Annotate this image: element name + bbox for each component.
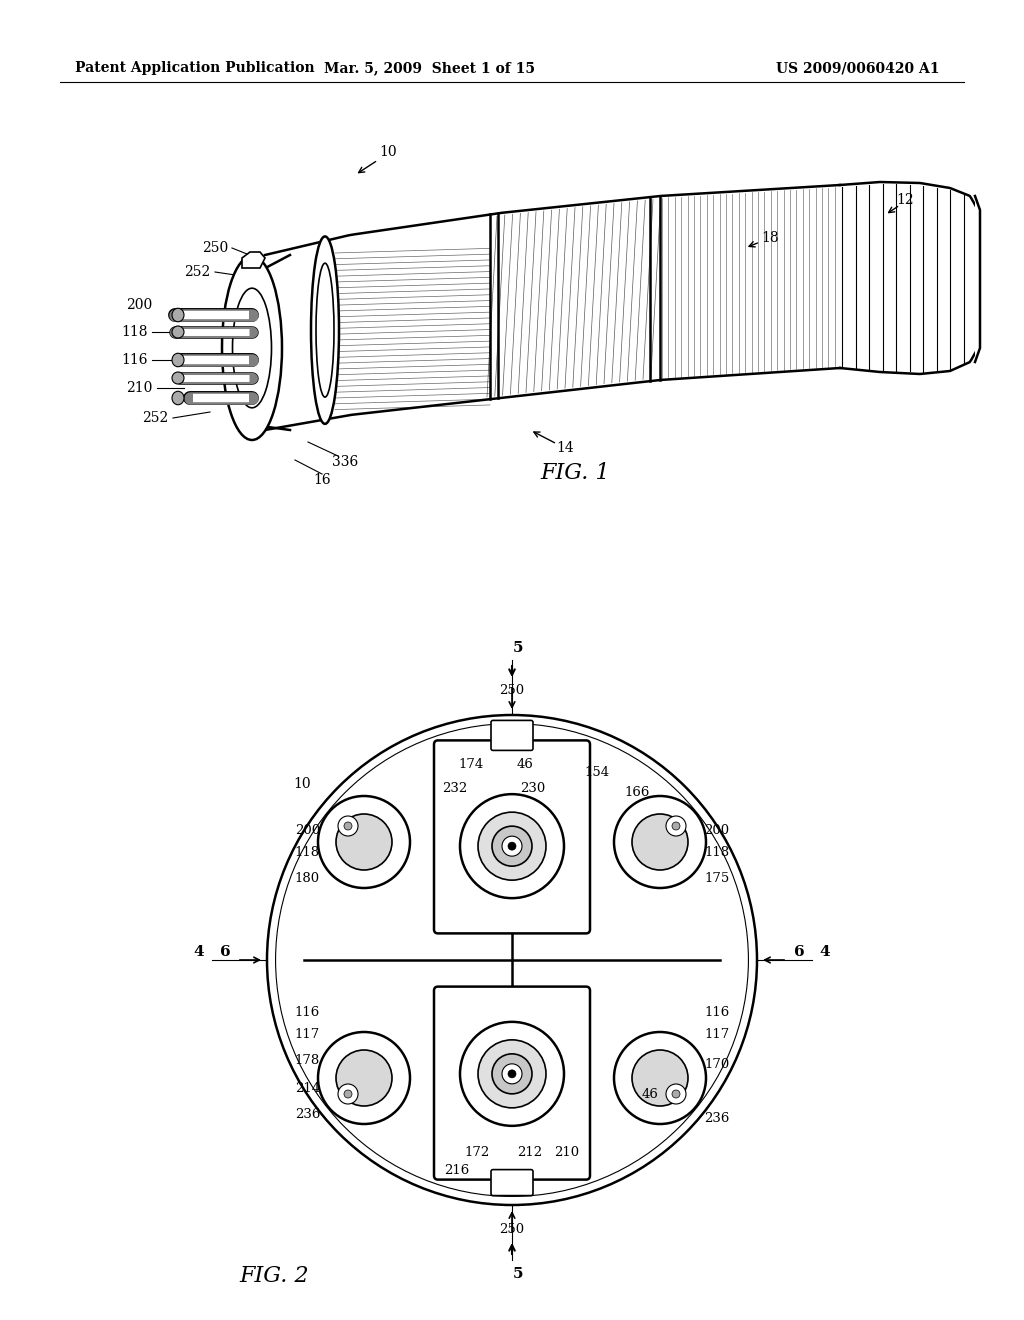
Text: 6: 6 — [220, 945, 230, 960]
Circle shape — [492, 826, 532, 866]
Text: 5: 5 — [513, 642, 523, 655]
Circle shape — [666, 816, 686, 836]
Circle shape — [502, 1064, 522, 1084]
Circle shape — [508, 842, 516, 850]
Polygon shape — [975, 195, 980, 362]
Text: 154: 154 — [584, 766, 609, 779]
Text: 116: 116 — [122, 352, 148, 367]
Text: 46: 46 — [517, 759, 534, 771]
Text: 174: 174 — [459, 759, 484, 771]
Text: 252: 252 — [183, 265, 210, 279]
Text: 46: 46 — [642, 1089, 658, 1101]
Circle shape — [478, 1040, 546, 1107]
Text: 200: 200 — [126, 298, 152, 312]
Circle shape — [632, 814, 688, 870]
Circle shape — [338, 1084, 358, 1104]
FancyBboxPatch shape — [490, 1170, 534, 1196]
Text: 178: 178 — [295, 1053, 319, 1067]
FancyBboxPatch shape — [434, 986, 590, 1180]
Circle shape — [267, 715, 757, 1205]
Ellipse shape — [172, 309, 184, 322]
Circle shape — [672, 1090, 680, 1098]
Ellipse shape — [172, 391, 184, 405]
Text: 212: 212 — [517, 1146, 542, 1159]
Text: 10: 10 — [379, 145, 397, 158]
Text: 4: 4 — [819, 945, 830, 960]
Text: 116: 116 — [295, 1006, 319, 1019]
Text: 230: 230 — [520, 781, 545, 795]
Polygon shape — [242, 252, 265, 268]
Circle shape — [344, 822, 352, 830]
Text: 6: 6 — [794, 945, 804, 960]
Text: 236: 236 — [705, 1111, 729, 1125]
Text: 250: 250 — [202, 242, 228, 255]
Text: 180: 180 — [295, 871, 319, 884]
Text: 250: 250 — [500, 684, 524, 697]
Ellipse shape — [172, 326, 184, 338]
Text: 232: 232 — [441, 781, 467, 795]
Circle shape — [318, 1032, 410, 1125]
Text: 4: 4 — [194, 945, 205, 960]
Circle shape — [275, 723, 749, 1196]
Ellipse shape — [232, 288, 271, 408]
Circle shape — [336, 1049, 392, 1106]
Circle shape — [672, 822, 680, 830]
Text: 12: 12 — [896, 193, 913, 207]
Text: 117: 117 — [295, 1028, 319, 1041]
Text: 216: 216 — [444, 1163, 470, 1176]
Circle shape — [460, 795, 564, 898]
Circle shape — [478, 812, 546, 880]
Text: 18: 18 — [761, 231, 779, 246]
Ellipse shape — [172, 354, 184, 367]
Text: 170: 170 — [705, 1059, 729, 1072]
Circle shape — [614, 1032, 706, 1125]
Ellipse shape — [222, 256, 282, 440]
Circle shape — [502, 836, 522, 857]
Circle shape — [336, 814, 392, 870]
Text: 210: 210 — [554, 1146, 580, 1159]
Circle shape — [666, 1084, 686, 1104]
Circle shape — [344, 1090, 352, 1098]
Text: US 2009/0060420 A1: US 2009/0060420 A1 — [776, 61, 940, 75]
Circle shape — [492, 1053, 532, 1094]
Text: 172: 172 — [465, 1146, 490, 1159]
Circle shape — [318, 796, 410, 888]
Text: 175: 175 — [705, 871, 729, 884]
Text: FIG. 1: FIG. 1 — [540, 462, 609, 484]
Text: 214: 214 — [295, 1081, 319, 1094]
Ellipse shape — [172, 372, 184, 384]
Text: FIG. 2: FIG. 2 — [239, 1265, 308, 1287]
Ellipse shape — [316, 263, 334, 397]
Text: 117: 117 — [705, 1028, 729, 1041]
Text: 236: 236 — [295, 1109, 319, 1122]
Text: 200: 200 — [295, 824, 319, 837]
Text: Patent Application Publication: Patent Application Publication — [75, 61, 314, 75]
Circle shape — [508, 1069, 516, 1078]
Text: 118: 118 — [295, 846, 319, 858]
Text: 16: 16 — [313, 473, 331, 487]
Text: 166: 166 — [624, 785, 649, 799]
Text: 336: 336 — [332, 455, 358, 469]
Text: 200: 200 — [705, 824, 729, 837]
Text: 10: 10 — [294, 776, 311, 791]
Text: 5: 5 — [513, 1267, 523, 1280]
Text: 118: 118 — [122, 325, 148, 339]
Text: 250: 250 — [500, 1224, 524, 1236]
Circle shape — [632, 1049, 688, 1106]
Circle shape — [338, 816, 358, 836]
Circle shape — [614, 796, 706, 888]
Text: 118: 118 — [705, 846, 729, 858]
Text: 210: 210 — [126, 381, 152, 395]
Text: Mar. 5, 2009  Sheet 1 of 15: Mar. 5, 2009 Sheet 1 of 15 — [325, 61, 536, 75]
FancyBboxPatch shape — [490, 721, 534, 750]
Text: 14: 14 — [556, 441, 573, 455]
Ellipse shape — [311, 236, 339, 424]
FancyBboxPatch shape — [434, 741, 590, 933]
Text: 252: 252 — [141, 411, 168, 425]
Circle shape — [460, 1022, 564, 1126]
Text: 116: 116 — [705, 1006, 729, 1019]
